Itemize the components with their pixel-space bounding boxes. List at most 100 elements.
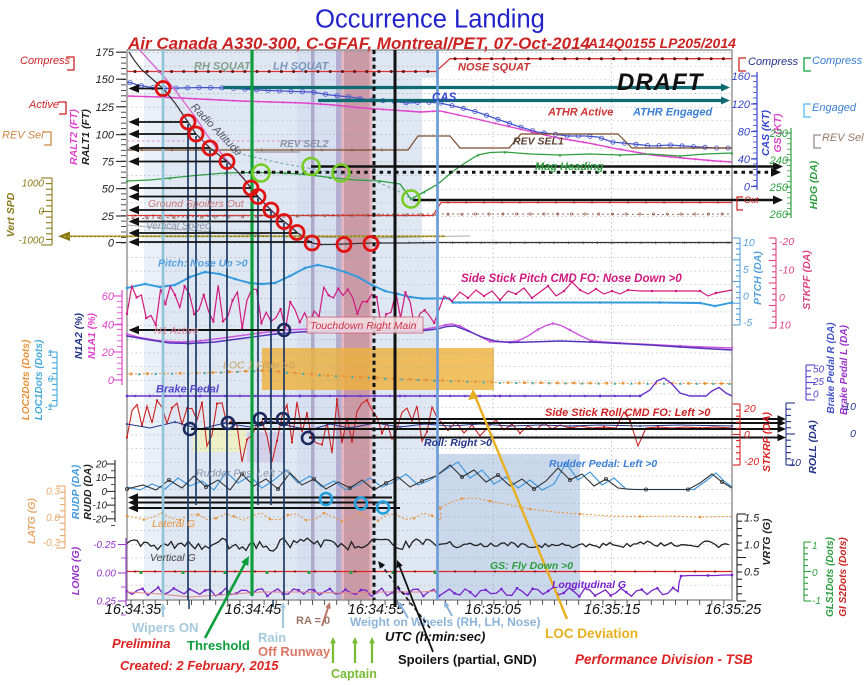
svg-text:Created: 2 February, 2015: Created: 2 February, 2015: [120, 658, 279, 673]
svg-text:Performance Division - TSB: Performance Division - TSB: [575, 652, 753, 667]
svg-text:-20: -20: [744, 456, 759, 468]
svg-text:Roll: Right >0: Roll: Right >0: [424, 437, 492, 449]
svg-text:REV Sel: REV Sel: [2, 130, 44, 142]
svg-text:REV SEL2: REV SEL2: [280, 139, 329, 150]
svg-text:0: 0: [48, 374, 54, 385]
svg-text:0: 0: [743, 291, 749, 303]
svg-text:GS (KT): GS (KT): [772, 113, 784, 153]
svg-text:ROLL (DA): ROLL (DA): [807, 420, 819, 474]
svg-text:0: 0: [101, 487, 107, 498]
svg-text:A14Q0155 LP205/2014: A14Q0155 LP205/2014: [587, 35, 736, 51]
svg-text:STKRF (DA): STKRF (DA): [761, 411, 773, 472]
svg-text:10: 10: [743, 237, 755, 249]
svg-text:0.5: 0.5: [744, 567, 760, 579]
svg-text:100: 100: [96, 130, 115, 142]
svg-text:GLS1Dots (Dots): GLS1Dots (Dots): [825, 536, 836, 617]
svg-text:16:35:15: 16:35:15: [584, 602, 641, 618]
svg-text:Side Stick Pitch CMD FO: Nose: Side Stick Pitch CMD FO: Nose Down >0: [461, 273, 682, 285]
svg-text:125: 125: [96, 102, 115, 114]
svg-text:Vert SPD: Vert SPD: [5, 192, 17, 237]
svg-text:Lateral G: Lateral G: [152, 518, 195, 530]
svg-text:0: 0: [744, 429, 750, 441]
svg-text:Vertical Speed: Vertical Speed: [146, 221, 211, 232]
svg-text:Rain: Rain: [258, 630, 286, 645]
svg-text:NOSE SQUAT: NOSE SQUAT: [458, 62, 531, 74]
svg-text:-5: -5: [743, 317, 752, 329]
svg-text:Weight on Wheels (RH, LH, Nose: Weight on Wheels (RH, LH, Nose): [350, 615, 540, 629]
svg-text:Out: Out: [744, 195, 759, 205]
svg-text:STKPF (DA): STKPF (DA): [801, 250, 813, 310]
svg-text:0: 0: [744, 182, 751, 194]
svg-text:40: 40: [738, 154, 751, 166]
svg-text:LOC2Dots (Dots): LOC2Dots (Dots): [21, 339, 32, 420]
svg-text:Air Canada A330-300, C-GFAF, M: Air Canada A330-300, C-GFAF, Montreal/PE…: [127, 34, 591, 53]
svg-text:16:34:45: 16:34:45: [225, 602, 282, 618]
svg-text:50: 50: [813, 365, 825, 376]
svg-text:RALT1 (FT): RALT1 (FT): [80, 109, 92, 165]
svg-text:LOC 1 Filter >0: LOC 1 Filter >0: [223, 360, 295, 372]
svg-text:-20: -20: [779, 236, 794, 248]
svg-text:0: 0: [108, 375, 115, 387]
svg-text:RALT2 (FT): RALT2 (FT): [68, 109, 80, 165]
svg-text:Threshold: Threshold: [187, 638, 250, 653]
svg-text:REV Sel: REV Sel: [822, 132, 864, 144]
svg-text:Compress: Compress: [748, 56, 799, 68]
svg-text:Compress: Compress: [20, 55, 71, 67]
svg-text:CAS: CAS: [432, 92, 457, 104]
svg-text:10: 10: [96, 473, 108, 484]
svg-text:16:35:25: 16:35:25: [705, 602, 762, 618]
svg-text:1.0: 1.0: [744, 540, 760, 552]
svg-text:0.0: 0.0: [46, 513, 60, 524]
svg-text:N1A1 (%): N1A1 (%): [86, 312, 98, 359]
svg-text:40: 40: [102, 320, 115, 332]
svg-text:ATHR Active: ATHR Active: [547, 107, 613, 119]
svg-text:60: 60: [102, 291, 115, 303]
svg-text:Rudder Pedal: Left >0: Rudder Pedal: Left >0: [549, 458, 657, 470]
svg-text:16:34:55: 16:34:55: [348, 602, 405, 618]
svg-text:0: 0: [812, 568, 818, 579]
svg-text:CAS (KT): CAS (KT): [760, 109, 772, 156]
svg-text:175: 175: [96, 47, 115, 59]
svg-text:25: 25: [812, 377, 825, 388]
svg-text:Rudder Pos: Left >0: Rudder Pos: Left >0: [196, 468, 290, 480]
svg-text:1: 1: [812, 541, 818, 552]
svg-text:50: 50: [102, 184, 115, 196]
svg-text:RUDP (DA): RUDP (DA): [70, 464, 82, 519]
svg-text:ATHR Engaged: ATHR Engaged: [632, 107, 713, 119]
svg-text:20: 20: [743, 403, 756, 415]
svg-text:5: 5: [743, 264, 749, 276]
svg-text:Brake Pedal L (DA): Brake Pedal L (DA): [839, 324, 850, 415]
svg-text:N1 Active: N1 Active: [154, 325, 199, 337]
svg-text:LOC1Dots (Dots): LOC1Dots (Dots): [34, 339, 45, 420]
svg-text:Longitudinal G: Longitudinal G: [552, 579, 626, 591]
svg-text:VRTG (G): VRTG (G): [761, 518, 773, 566]
svg-text:10: 10: [779, 320, 791, 332]
svg-text:160: 160: [732, 71, 751, 83]
svg-text:-10: -10: [779, 265, 794, 277]
svg-text:0: 0: [108, 238, 115, 250]
svg-text:Prelimina: Prelimina: [112, 636, 171, 651]
svg-text:RUDD (DA): RUDD (DA): [82, 464, 94, 520]
svg-text:0: 0: [850, 428, 856, 440]
svg-text:120: 120: [732, 99, 751, 111]
svg-text:Mag Heading: Mag Heading: [535, 161, 604, 173]
svg-text:25: 25: [101, 211, 115, 223]
svg-text:250: 250: [769, 182, 789, 194]
svg-text:80: 80: [738, 127, 751, 139]
svg-text:-1: -1: [812, 596, 821, 607]
svg-text:Pitch: Nose Up >0: Pitch: Nose Up >0: [158, 258, 248, 270]
svg-text:Touchdown Right Main: Touchdown Right Main: [310, 320, 417, 332]
svg-text:PTCH (DA): PTCH (DA): [752, 251, 764, 305]
svg-text:Ground Spoilers Out: Ground Spoilers Out: [148, 198, 245, 210]
svg-text:REV SEL1: REV SEL1: [513, 136, 564, 148]
svg-text:Engaged: Engaged: [812, 102, 857, 114]
svg-text:UTC (h:min:sec): UTC (h:min:sec): [385, 629, 485, 644]
svg-text:-0.25: -0.25: [93, 540, 116, 551]
svg-text:1.5: 1.5: [744, 513, 760, 525]
svg-text:Off Runway: Off Runway: [258, 644, 331, 659]
svg-text:Vertical G: Vertical G: [150, 552, 196, 564]
svg-text:LATG (G): LATG (G): [26, 498, 38, 544]
svg-text:260: 260: [769, 209, 789, 221]
svg-text:LH SQUAT: LH SQUAT: [273, 61, 330, 73]
svg-text:1000: 1000: [22, 179, 45, 190]
